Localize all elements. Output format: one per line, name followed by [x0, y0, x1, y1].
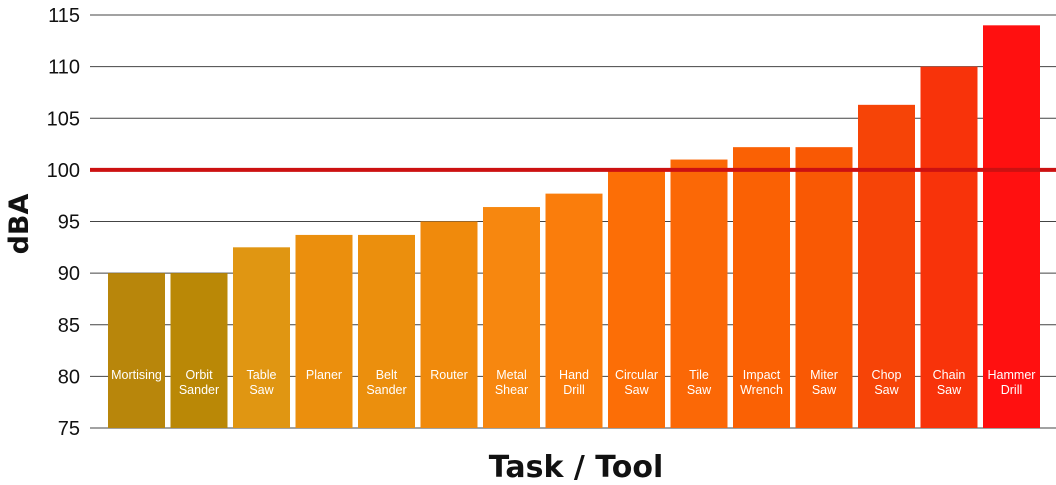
bar	[795, 147, 853, 428]
bar-label-line: Orbit	[185, 368, 213, 382]
bar-label-line: Mortising	[111, 368, 162, 382]
y-tick-label: 115	[48, 5, 80, 27]
bar	[233, 247, 290, 428]
bar-label: Hammer Drill	[988, 368, 1036, 397]
bar	[420, 221, 478, 428]
bar-label-line: Metal	[496, 368, 527, 382]
y-tick-label: 75	[58, 418, 80, 440]
bar-label: Mortising	[111, 368, 162, 382]
bar-label-line: Saw	[687, 383, 712, 397]
bar	[358, 234, 415, 428]
bar-label-line: Sander	[179, 383, 219, 397]
y-tick-label: 110	[48, 57, 80, 79]
bar-label-line: Shear	[495, 383, 528, 397]
bar-label-line: Impact	[743, 368, 781, 382]
bar-label-line: Drill	[1001, 383, 1023, 397]
bar	[545, 193, 603, 428]
y-axis-label: dBA	[4, 193, 35, 254]
bar-label: Metal Shear	[495, 368, 528, 397]
bar-label: Orbit Sander	[179, 368, 219, 397]
bar	[295, 234, 353, 428]
bar-label-line: Circular	[615, 368, 658, 382]
bar	[983, 25, 1040, 428]
y-tick-label: 100	[47, 160, 80, 182]
bar-label: Impact Wrench	[740, 368, 783, 397]
bar	[108, 273, 165, 428]
bar-label-line: Hammer	[988, 368, 1036, 382]
bar-label-line: Drill	[563, 383, 585, 397]
bar	[483, 207, 540, 428]
y-tick-label: 90	[58, 263, 80, 285]
bar-label: Planer	[306, 368, 342, 382]
bar-label-line: Saw	[812, 383, 837, 397]
bar-label-line: Chain	[933, 368, 966, 382]
bar-label-line: Belt	[376, 368, 398, 382]
bar	[858, 104, 915, 428]
y-tick-label: 85	[58, 315, 80, 337]
bar-label-line: Tile	[689, 368, 709, 382]
bar	[608, 169, 665, 428]
x-axis-label: Task / Tool	[489, 450, 663, 485]
bar	[170, 273, 228, 428]
bar-label-line: Saw	[874, 383, 899, 397]
bar-label-line: Saw	[937, 383, 962, 397]
bar-label-line: Sander	[366, 383, 406, 397]
bars	[108, 25, 1040, 429]
bar-label-line: Saw	[624, 383, 649, 397]
bar-label-line: Chop	[872, 368, 902, 382]
bar-label: Chain Saw	[933, 368, 966, 397]
bar	[920, 66, 978, 428]
bar-label-line: Hand	[559, 368, 589, 382]
bar-label: Router	[430, 368, 468, 382]
bar-label: Miter Saw	[810, 368, 838, 397]
bar-label: Circular Saw	[615, 368, 658, 397]
bar-label-line: Miter	[810, 368, 838, 382]
y-tick-label: 105	[47, 108, 80, 130]
bar-label-line: Planer	[306, 368, 342, 382]
bar-label: Chop Saw	[872, 368, 902, 397]
bar-label: Tile Saw	[687, 368, 712, 397]
bar	[733, 147, 790, 428]
bar-label: Hand Drill	[559, 368, 589, 397]
bar-label: Table Saw	[247, 368, 277, 397]
y-tick-label: 80	[58, 366, 80, 388]
bar-label-line: Table	[247, 368, 277, 382]
y-tick-label: 95	[58, 212, 80, 234]
y-axis-ticks: 75 80 85 90 95 100 105 110 115	[47, 5, 80, 440]
bar-label-line: Wrench	[740, 383, 783, 397]
bar-label: Belt Sander	[366, 368, 406, 397]
bar-label-line: Router	[430, 368, 468, 382]
bar	[670, 159, 728, 429]
bar-label-line: Saw	[249, 383, 274, 397]
